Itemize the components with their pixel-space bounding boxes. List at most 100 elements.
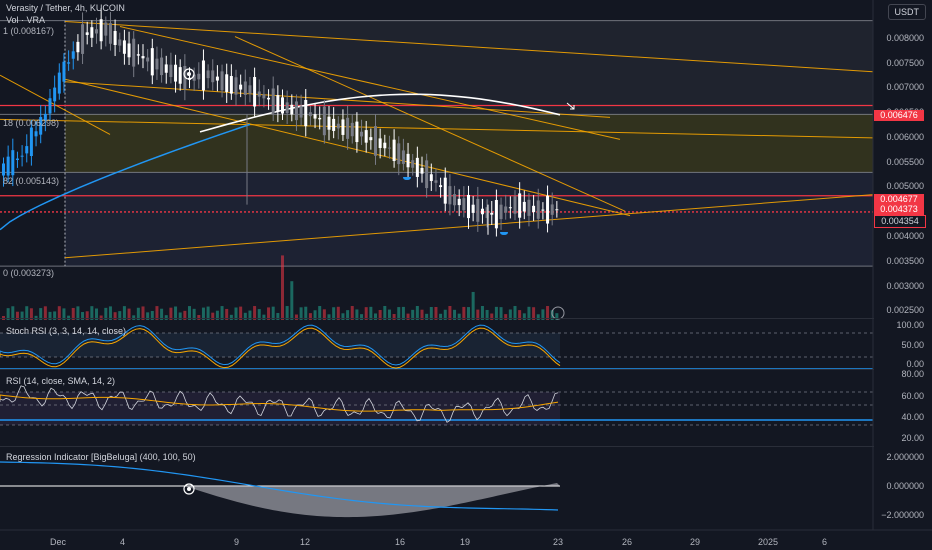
candle-body (81, 24, 85, 54)
time-tick: 4 (120, 537, 126, 547)
candle-body (360, 131, 364, 137)
candle-body (211, 70, 215, 83)
candle-body (141, 56, 145, 59)
currency-button[interactable]: USDT (887, 4, 926, 20)
volume-bar (81, 312, 85, 320)
candle-body (341, 119, 345, 135)
candle-body (550, 204, 554, 215)
volume-bar (206, 306, 210, 320)
candle-body (480, 208, 484, 215)
candle-body (169, 64, 173, 78)
marker-icon (187, 72, 191, 76)
volume-bar (62, 308, 66, 320)
candle-body (225, 74, 229, 92)
pane-separator[interactable] (0, 446, 874, 447)
candle-body (29, 127, 33, 157)
trend-line (0, 118, 874, 139)
fib-zone-top (65, 20, 873, 115)
volume-bar (434, 306, 438, 320)
volume-bar (229, 314, 233, 320)
candle-body (215, 76, 219, 81)
price-box-resistance: 0.006476 (874, 110, 924, 121)
candle-body (532, 205, 536, 213)
candle-body (229, 76, 233, 94)
candle-body (448, 186, 452, 205)
time-tick: 12 (300, 537, 311, 547)
volume-bar (360, 314, 364, 320)
volume-bar (350, 306, 354, 320)
trend-line (64, 21, 874, 73)
candle-body (281, 97, 284, 114)
blue-marker (500, 232, 508, 235)
candle-body (299, 106, 303, 118)
candle-body (536, 200, 540, 219)
volume-bar (476, 309, 480, 320)
price-tick: 0.007000 (886, 82, 924, 92)
volume-bar (313, 310, 317, 320)
volume-bar (29, 308, 33, 320)
candle-body (369, 137, 373, 141)
pane-separator[interactable] (0, 318, 874, 319)
volume-bar (401, 306, 405, 320)
volume-bar (53, 311, 57, 320)
pane-separator[interactable] (0, 369, 874, 370)
volume-bar (513, 306, 517, 320)
rsi-title: RSI (14, close, SMA, 14, 2) (6, 376, 116, 386)
time-tick: 16 (395, 537, 406, 547)
candle-body (197, 73, 201, 80)
price-tick: 0.008000 (886, 33, 924, 43)
arrow-icon (566, 102, 575, 110)
volume-bar (234, 307, 238, 320)
stoch-rsi-title: Stoch RSI (3, 3, 14, 14, close) (6, 326, 127, 336)
candle-body (164, 64, 168, 73)
volume-bar (76, 306, 80, 320)
stoch-axis-50: 50.00 (901, 340, 924, 350)
candle-body (485, 207, 489, 219)
volume-bar (113, 312, 117, 320)
candle-body (67, 62, 71, 64)
volume-bar (67, 315, 71, 320)
volume-bar (467, 307, 470, 320)
stoch-k-line (0, 324, 561, 366)
candle-body (85, 32, 89, 35)
volume-bar (188, 306, 191, 320)
volume-bar (220, 306, 224, 320)
candle-body (34, 131, 38, 137)
candle-body (522, 201, 526, 212)
candle-body (90, 27, 94, 38)
time-tick: 2025 (758, 537, 779, 547)
candle-body (397, 143, 401, 165)
blue-moving-average (0, 123, 251, 231)
volume-bar (267, 307, 271, 320)
rsi-axis-40: 40.00 (901, 412, 924, 422)
candle-body (271, 88, 275, 114)
volume-bar (183, 310, 187, 320)
fib-level-1: 1 (0.008167) (3, 26, 55, 36)
trend-line (234, 36, 626, 212)
candle-body (57, 72, 61, 94)
candle-body (336, 123, 340, 129)
volume-bar (499, 307, 503, 320)
volume-bar (518, 310, 522, 320)
symbol-title: Verasity / Tether, 4h, KUCOIN (6, 3, 125, 13)
volume-bar (532, 307, 536, 320)
volume-bar (504, 314, 508, 320)
candle-body (355, 121, 359, 143)
volume-bar (369, 306, 373, 320)
candle-body (62, 61, 66, 82)
candle-body (490, 212, 494, 215)
volume-bar (225, 308, 229, 320)
candle-body (504, 206, 508, 213)
candle-body (308, 112, 312, 117)
volume-bar (346, 310, 350, 320)
volume-bar (411, 309, 415, 320)
fib-level-618: 18 (0.006298) (3, 118, 60, 128)
candle-body (243, 81, 247, 95)
volume-bar (253, 306, 257, 320)
volume-bar (95, 308, 98, 320)
candle-body (146, 57, 150, 62)
volume-bar (127, 308, 131, 320)
price-tick: 0.003500 (886, 256, 924, 266)
price-tick: 0.006000 (886, 132, 924, 142)
